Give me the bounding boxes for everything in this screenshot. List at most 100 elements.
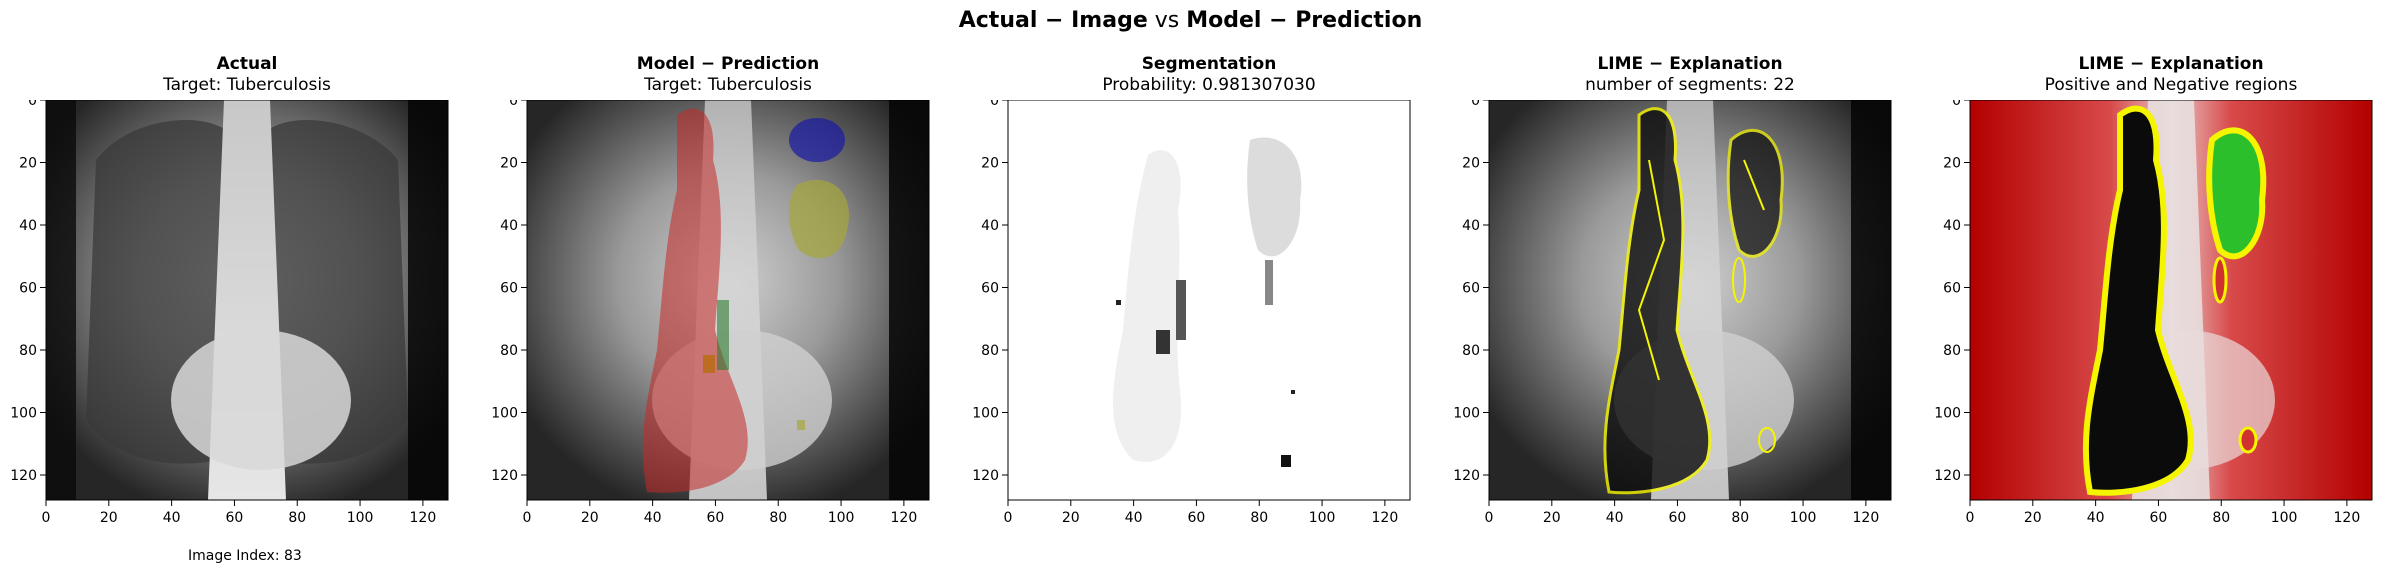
- y-tick-label: 60: [1943, 281, 1961, 297]
- x-tick-label: 20: [581, 510, 599, 526]
- y-tick-label: 60: [19, 281, 37, 297]
- x-tick-label: 0: [1485, 510, 1494, 526]
- y-tick-label: 80: [500, 343, 518, 359]
- y-tick-label: 20: [1462, 156, 1480, 172]
- seg-right-region: [1247, 137, 1302, 257]
- x-tick-label: 60: [226, 510, 244, 526]
- panel-5-image: [1970, 100, 2372, 500]
- x-tick-label: 0: [523, 510, 532, 526]
- panel-5-subtitle: Positive and Negative regions: [2044, 75, 2298, 95]
- x-tick-label: 40: [2087, 510, 2105, 526]
- y-tick-label: 20: [1943, 156, 1961, 172]
- x-tick-label: 120: [1853, 510, 1880, 526]
- y-tick-label: 120: [491, 468, 518, 484]
- panel-1-axes: 0 20 40 60 80 100 120 0 20 40 60 80 100 120: [10, 100, 449, 526]
- x-tick-label: 0: [42, 510, 51, 526]
- x-tick-label: 60: [2150, 510, 2168, 526]
- y-tick-label: 120: [1934, 468, 1961, 484]
- blue-region: [789, 118, 845, 162]
- panel-1-title: Actual: [216, 54, 278, 74]
- y-tick-label: 60: [1462, 281, 1480, 297]
- x-tick-label: 60: [1188, 510, 1206, 526]
- y-tick-label: 80: [1462, 343, 1480, 359]
- x-tick-label: 0: [1966, 510, 1975, 526]
- y-tick-label: 100: [972, 406, 999, 422]
- y-tick-label: 0: [28, 100, 37, 109]
- x-tick-label: 40: [1125, 510, 1143, 526]
- y-tick-label: 20: [500, 156, 518, 172]
- x-tick-label: 40: [1606, 510, 1624, 526]
- panel-2-image: [527, 100, 929, 500]
- panel-5-plot: 0 20 40 60 80 100 120 0 20 40 60 80 100 120: [1934, 100, 2373, 526]
- y-tick-label: 0: [1471, 100, 1480, 109]
- y-tick-label: 40: [1943, 218, 1961, 234]
- x-tick-label: 100: [828, 510, 855, 526]
- figure-title-part-a: Actual − Image: [958, 8, 1148, 33]
- panel-3-subtitle: Probability: 0.981307030: [1102, 75, 1316, 95]
- panel-4-image: [1489, 100, 1891, 500]
- y-tick-label: 80: [19, 343, 37, 359]
- y-tick-label: 80: [981, 343, 999, 359]
- panel-2-subtitle: Target: Tuberculosis: [644, 75, 812, 95]
- y-tick-label: 100: [1453, 406, 1480, 422]
- x-tick-label: 120: [891, 510, 918, 526]
- x-tick-label: 100: [1790, 510, 1817, 526]
- panel-3-image: [1008, 100, 1410, 500]
- figure-title: Actual − Image vs Model − Prediction: [0, 8, 2381, 33]
- x-tick-label: 60: [1669, 510, 1687, 526]
- panel-5-title: LIME − Explanation: [2078, 54, 2264, 74]
- panel-3-axes: 0 20 40 60 80 100 120 0 20 40 60 80 100 120: [972, 100, 1411, 526]
- red-region: [642, 108, 748, 493]
- x-tick-label: 40: [163, 510, 181, 526]
- x-tick-label: 120: [2334, 510, 2361, 526]
- image-index-label: Image Index: 83: [188, 548, 302, 564]
- x-tick-label: 100: [2271, 510, 2298, 526]
- panel-5-title-block: LIME − Explanation Positive and Negative…: [1970, 54, 2372, 96]
- panel-3-title: Segmentation: [1141, 54, 1277, 74]
- y-tick-label: 20: [981, 156, 999, 172]
- y-tick-label: 0: [509, 100, 518, 109]
- x-tick-label: 100: [1309, 510, 1336, 526]
- panel-1-title-block: Actual Target: Tuberculosis: [46, 54, 448, 96]
- panel-3-plot: 0 20 40 60 80 100 120 0 20 40 60 80 100 120: [972, 100, 1411, 526]
- x-tick-label: 100: [347, 510, 374, 526]
- lime-left-outline: [1603, 107, 1712, 495]
- panel-2-title: Model − Prediction: [636, 54, 820, 74]
- x-tick-label: 80: [2212, 510, 2230, 526]
- x-tick-label: 60: [707, 510, 725, 526]
- y-tick-label: 120: [1453, 468, 1480, 484]
- x-tick-label: 20: [1062, 510, 1080, 526]
- y-tick-label: 40: [19, 218, 37, 234]
- y-tick-label: 0: [1952, 100, 1961, 109]
- x-tick-label: 80: [1250, 510, 1268, 526]
- y-tick-label: 60: [500, 281, 518, 297]
- panel-4-subtitle: number of segments: 22: [1585, 75, 1795, 95]
- panel-3-title-block: Segmentation Probability: 0.981307030: [1008, 54, 1410, 96]
- y-tick-label: 40: [500, 218, 518, 234]
- panel-4-title-block: LIME − Explanation number of segments: 2…: [1489, 54, 1891, 96]
- positive-region-right: [2206, 127, 2267, 260]
- x-tick-label: 0: [1004, 510, 1013, 526]
- seg-left-region: [1113, 150, 1182, 462]
- figure-title-vs: vs: [1147, 8, 1187, 33]
- panel-4-axes: 0 20 40 60 80 100 120 0 20 40 60 80 100 120: [1453, 100, 1892, 526]
- y-tick-label: 40: [981, 218, 999, 234]
- y-tick-label: 0: [990, 100, 999, 109]
- y-tick-label: 120: [972, 468, 999, 484]
- figure-title-part-b: Model − Prediction: [1186, 8, 1423, 33]
- panel-2-plot: 0 20 40 60 80 100 120 0 20 40 60 80 100 120: [491, 100, 930, 526]
- x-tick-label: 80: [769, 510, 787, 526]
- x-tick-label: 20: [1543, 510, 1561, 526]
- lime-right-outline: [1726, 128, 1784, 258]
- panel-1-plot: 0 20 40 60 80 100 120 0 20 40 60 80 100 120: [10, 100, 449, 526]
- panel-4-plot: 0 20 40 60 80 100 120 0 20 40 60 80 100 120: [1453, 100, 1892, 526]
- x-tick-label: 120: [1372, 510, 1399, 526]
- x-tick-label: 20: [100, 510, 118, 526]
- y-tick-label: 100: [1934, 406, 1961, 422]
- y-tick-label: 40: [1462, 218, 1480, 234]
- panel-1-subtitle: Target: Tuberculosis: [163, 75, 331, 95]
- panel-5-axes: 0 20 40 60 80 100 120 0 20 40 60 80 100 120: [1934, 100, 2373, 526]
- panel-2-title-block: Model − Prediction Target: Tuberculosis: [527, 54, 929, 96]
- x-tick-label: 120: [410, 510, 437, 526]
- negative-region-left: [2082, 105, 2194, 496]
